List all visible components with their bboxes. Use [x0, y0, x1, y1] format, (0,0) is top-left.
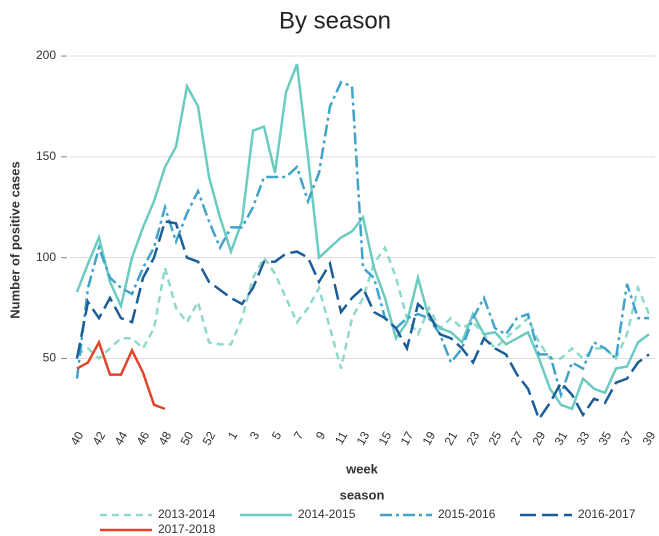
x-tick-label: 13 [354, 429, 373, 448]
x-tick-label: 50 [178, 429, 197, 448]
x-tick-label: 9 [313, 429, 329, 442]
x-tick-label: 7 [291, 429, 307, 442]
x-tick-label: 48 [156, 429, 175, 448]
x-tick-label: 29 [530, 429, 549, 448]
x-tick-label: 35 [596, 429, 615, 448]
legend-label: 2015-2016 [438, 507, 496, 521]
x-tick-label: 52 [200, 429, 219, 448]
legend-label: 2016-2017 [578, 507, 636, 521]
x-axis-label: week [345, 461, 379, 476]
legend-label: 2017-2018 [158, 522, 216, 536]
x-tick-label: 21 [442, 429, 461, 448]
x-tick-label: 15 [376, 429, 395, 448]
x-tick-label: 1 [225, 429, 241, 442]
x-tick-label: 17 [398, 429, 417, 448]
x-tick-label: 25 [486, 429, 505, 448]
x-tick-label: 11 [332, 429, 351, 447]
x-tick-label: 42 [90, 429, 109, 448]
x-tick-label: 46 [134, 429, 153, 448]
y-axis-label: Number of positive cases [7, 161, 22, 319]
x-tick-label: 19 [420, 429, 439, 448]
x-tick-label: 40 [68, 429, 87, 448]
y-tick-label: 100 [36, 250, 56, 264]
x-tick-label: 27 [508, 429, 527, 448]
legend-label: 2013-2014 [158, 507, 216, 521]
series-line [76, 339, 166, 411]
series-line [75, 80, 649, 400]
y-tick-label: 200 [36, 48, 56, 62]
y-tick-label: 150 [36, 149, 56, 163]
x-tick-label: 33 [574, 429, 593, 448]
x-tick-label: 3 [247, 429, 263, 442]
chart-title: By season [279, 7, 391, 34]
y-tick-label: 50 [43, 351, 57, 365]
x-tick-label: 23 [464, 429, 483, 448]
x-tick-label: 5 [269, 429, 285, 442]
x-tick-label: 31 [552, 429, 571, 448]
x-tick-label: 39 [640, 429, 659, 448]
series-line [76, 244, 651, 369]
x-tick-label: 37 [618, 429, 637, 448]
legend-label: 2014-2015 [298, 507, 356, 521]
legend-title: season [340, 487, 385, 502]
x-tick-label: 44 [112, 429, 131, 448]
series-line [75, 219, 650, 422]
